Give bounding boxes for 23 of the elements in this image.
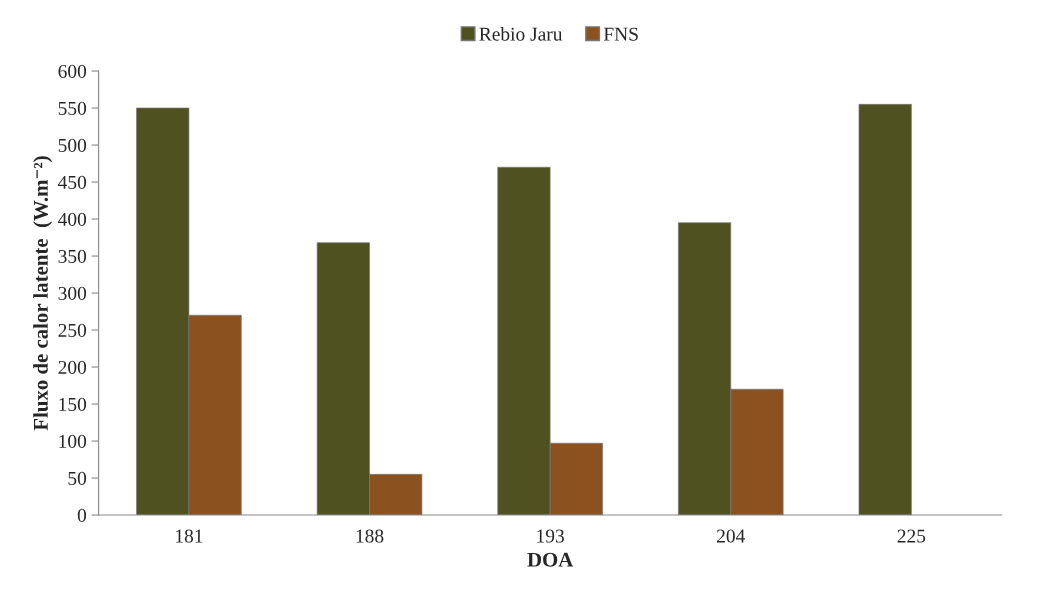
y-tick-label: 50 xyxy=(68,471,87,485)
x-tick-label: 188 xyxy=(356,529,384,543)
y-tick-label: 350 xyxy=(58,249,87,263)
y-tick-label: 250 xyxy=(58,323,87,337)
y-tick-label: 500 xyxy=(58,138,87,152)
y-axis-title: Fluxo de calor latente (W.m⁻²) xyxy=(33,156,53,431)
x-tick-label: 181 xyxy=(176,529,203,543)
y-tick-label: 400 xyxy=(58,212,87,226)
y-tick-label: 600 xyxy=(58,64,87,78)
x-tick-label: 225 xyxy=(897,529,926,543)
y-tick-label: 200 xyxy=(58,360,87,374)
x-tick-label: 204 xyxy=(717,529,746,543)
y-tick-label: 550 xyxy=(58,101,87,115)
y-tick-label: 150 xyxy=(59,397,87,411)
x-axis-title: DOA xyxy=(527,552,574,567)
legend-label: Rebio Jaru xyxy=(479,27,563,41)
y-tick-label: 0 xyxy=(77,508,87,522)
bar xyxy=(858,103,912,516)
legend-label: FNS xyxy=(603,27,638,41)
y-tick-label: 300 xyxy=(58,286,87,300)
y-tick-label: 100 xyxy=(59,434,87,448)
y-tick-label: 450 xyxy=(58,175,87,189)
x-tick-label: 193 xyxy=(537,529,564,543)
